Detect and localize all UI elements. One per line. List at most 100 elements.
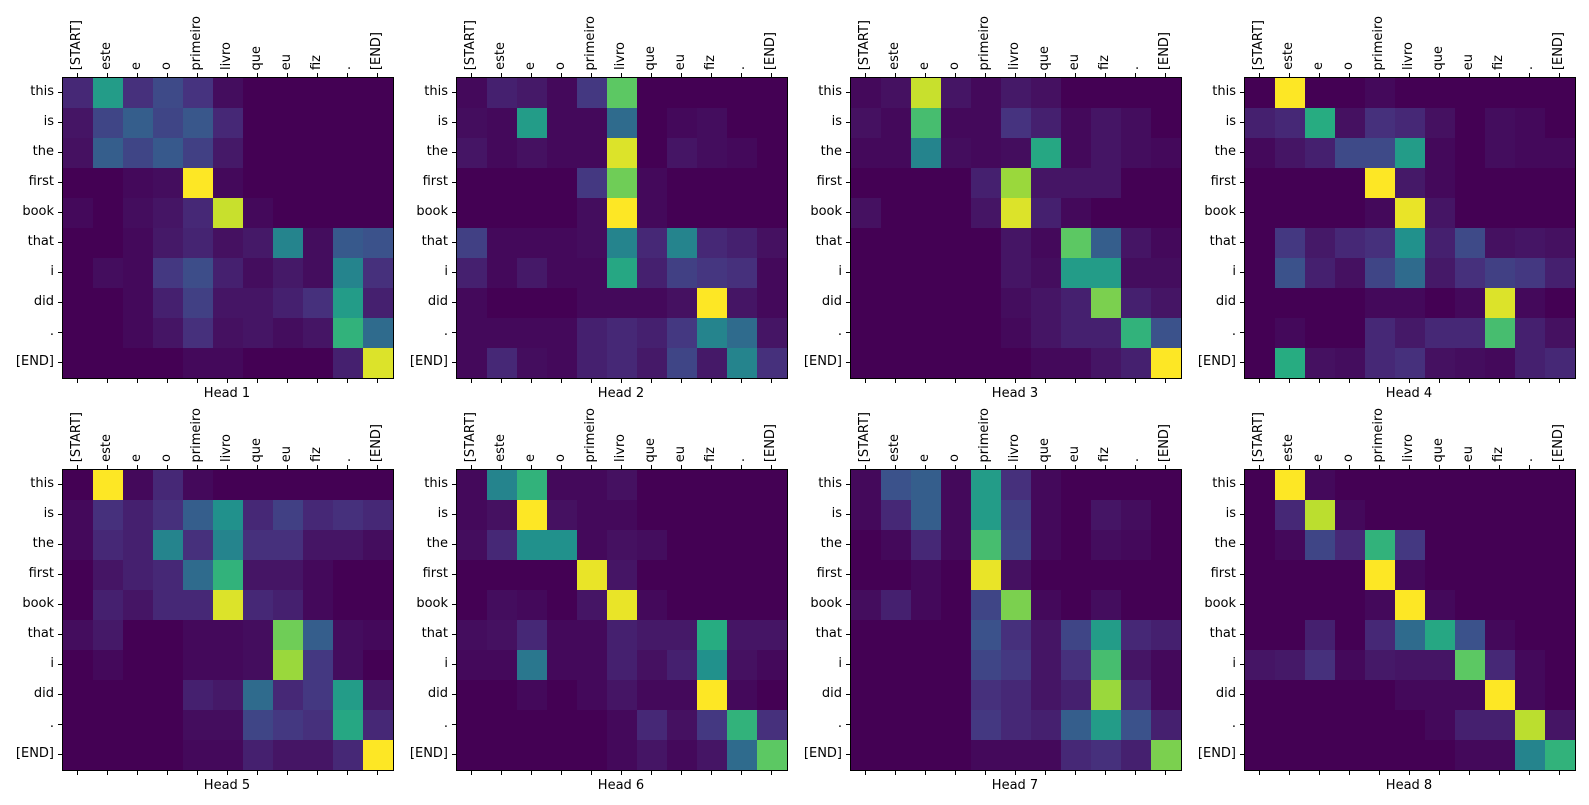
heatmap-cell <box>1151 318 1181 348</box>
heatmap-cell <box>577 500 607 530</box>
heatmap-cell <box>607 710 637 740</box>
x-tick-mark-top <box>681 465 682 469</box>
heatmap-cell <box>1455 710 1485 740</box>
x-tick-mark-top <box>377 73 378 77</box>
heatmap-cell <box>63 168 93 198</box>
x-tick-mark-bottom <box>287 771 288 775</box>
heatmap-cell <box>93 560 123 590</box>
heatmap-cell <box>577 470 607 500</box>
heatmap-cell <box>363 168 393 198</box>
x-tick-mark-top <box>1319 73 1320 77</box>
x-tick-mark-top <box>1379 73 1380 77</box>
heatmap-cell <box>941 530 971 560</box>
heatmap-cell <box>153 470 183 500</box>
x-tick-mark-bottom <box>925 771 926 775</box>
x-tick-label: este <box>99 42 114 70</box>
heatmap-cell <box>273 288 303 318</box>
x-tick-label: eu <box>1067 53 1082 70</box>
heatmap-cell <box>123 560 153 590</box>
heatmap-cell <box>1245 318 1275 348</box>
heatmap-cell <box>1515 318 1545 348</box>
x-tick-label: que <box>1431 437 1446 463</box>
heatmap-cell <box>851 228 881 258</box>
heatmap-cell <box>667 470 697 500</box>
heatmap-cell <box>911 258 941 288</box>
heatmap-cell <box>727 108 757 138</box>
x-tick-mark-bottom <box>591 379 592 383</box>
heatmap-cell <box>273 710 303 740</box>
heatmap-cell <box>1031 620 1061 650</box>
heatmap-cell <box>1031 168 1061 198</box>
heatmap-cell <box>547 318 577 348</box>
y-tick-label: . <box>443 324 448 339</box>
x-tick-label: livro <box>219 434 234 462</box>
heatmap-cell <box>1305 590 1335 620</box>
y-tick-label: is <box>831 114 842 129</box>
heatmap-cell <box>123 530 153 560</box>
x-tick-mark-top <box>1075 465 1076 469</box>
heatmap-cell <box>1485 288 1515 318</box>
heatmap-cell <box>1305 318 1335 348</box>
heatmap-cell <box>153 198 183 228</box>
heatmap-cell <box>1485 228 1515 258</box>
heatmap-cell <box>577 650 607 680</box>
heatmap-cell <box>1245 470 1275 500</box>
x-tick-mark-bottom <box>1499 379 1500 383</box>
heatmap-cell <box>1335 650 1365 680</box>
heatmap-cell <box>1151 348 1181 378</box>
y-tick-label: i <box>50 656 54 671</box>
heatmap-cell <box>971 590 1001 620</box>
heatmap-cell <box>1515 108 1545 138</box>
heatmap-cell <box>363 620 393 650</box>
x-tick-label: eu <box>279 445 294 462</box>
heatmap-cell <box>1425 258 1455 288</box>
heatmap-cell <box>1545 470 1575 500</box>
heatmap-cell <box>213 710 243 740</box>
heatmap-cell <box>607 78 637 108</box>
x-tick-mark-bottom <box>317 379 318 383</box>
heatmap-cell <box>1335 590 1365 620</box>
heatmap-cell <box>487 680 517 710</box>
x-tick-mark-top <box>1499 465 1500 469</box>
heatmap-cell <box>577 680 607 710</box>
x-tick-mark-top <box>531 465 532 469</box>
heatmap-cell <box>153 78 183 108</box>
heatmap-cell <box>517 288 547 318</box>
heatmap-cell <box>333 318 363 348</box>
heatmap-cell <box>1485 78 1515 108</box>
y-tick-mark <box>452 212 456 213</box>
y-tick-label: [END] <box>15 746 54 761</box>
heatmap-cell <box>757 198 787 228</box>
heatmap-cell <box>637 710 667 740</box>
heatmap-cell <box>63 198 93 228</box>
x-tick-label: livro <box>613 434 628 462</box>
heatmap-cell <box>1031 680 1061 710</box>
heatmap-cell <box>1275 590 1305 620</box>
heatmap-cell <box>1245 740 1275 770</box>
heatmap-cell <box>911 78 941 108</box>
x-tick-mark-bottom <box>711 379 712 383</box>
x-tick-mark-bottom <box>1469 771 1470 775</box>
heatmap-cell <box>1151 108 1181 138</box>
heatmap-cell <box>881 650 911 680</box>
y-tick-label: i <box>838 656 842 671</box>
x-tick-mark-top <box>955 465 956 469</box>
x-tick-mark-bottom <box>531 379 532 383</box>
x-tick-mark-bottom <box>561 379 562 383</box>
heatmap-cell <box>93 620 123 650</box>
heatmap-cell <box>881 470 911 500</box>
heatmap-cell <box>1091 78 1121 108</box>
heatmap-cell <box>363 560 393 590</box>
heatmap-cell <box>183 318 213 348</box>
x-tick-label: [END] <box>763 423 778 462</box>
x-tick-label: primeiro <box>1371 407 1386 463</box>
y-tick-label: first <box>1210 566 1236 581</box>
heatmap-cell <box>1001 318 1031 348</box>
heatmap-cell <box>517 650 547 680</box>
heatmap-cell <box>637 318 667 348</box>
heatmap-cell <box>63 740 93 770</box>
heatmap-cell <box>727 620 757 650</box>
heatmap-cell <box>1091 198 1121 228</box>
y-tick-mark <box>452 604 456 605</box>
